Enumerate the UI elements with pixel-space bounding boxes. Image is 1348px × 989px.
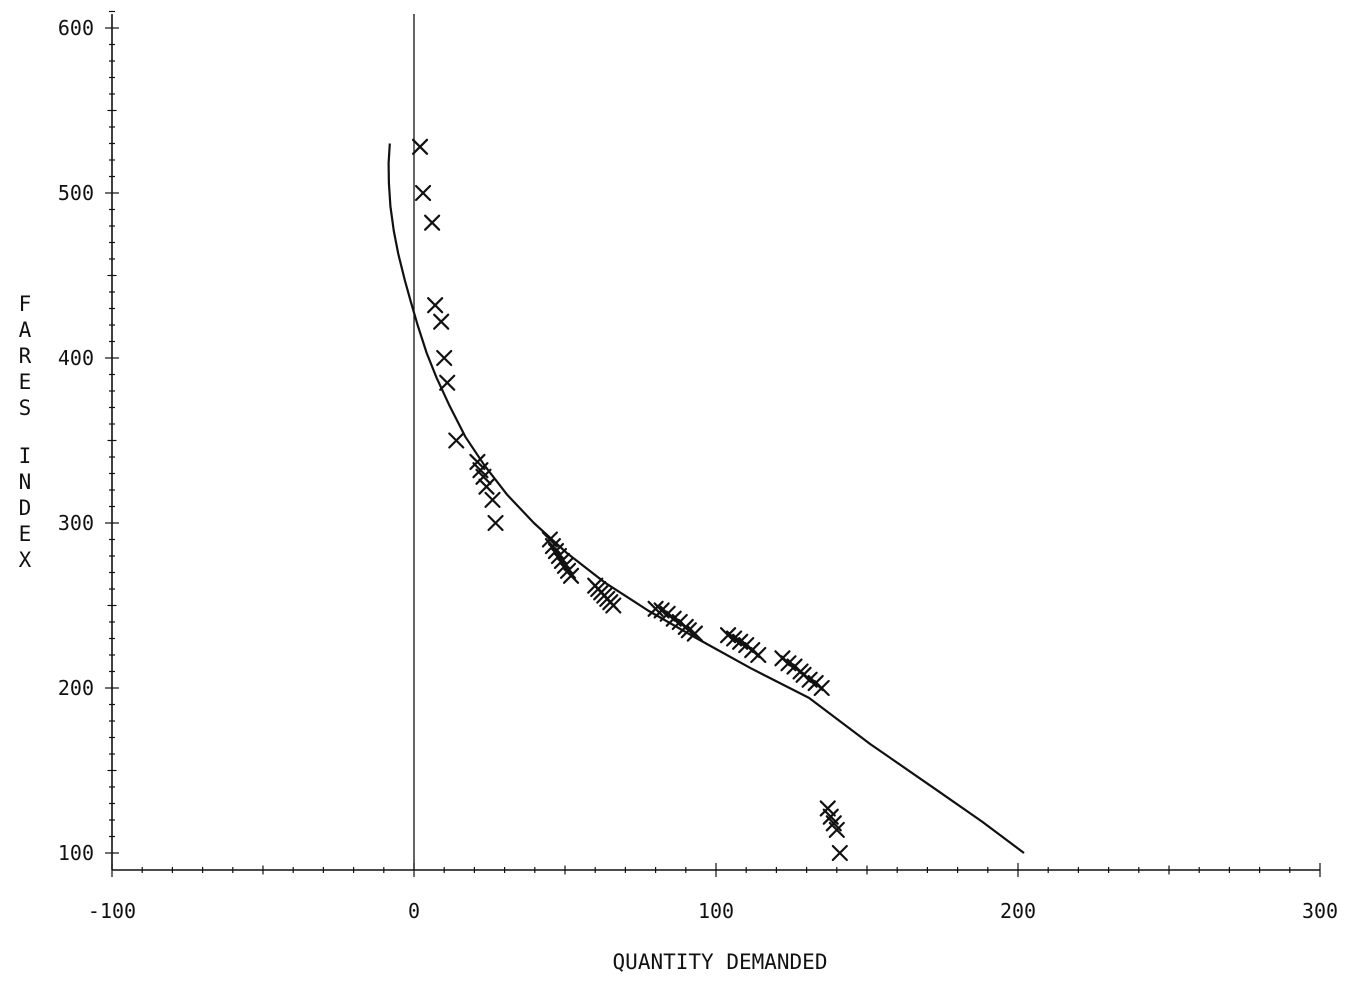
data-point-x-marker — [831, 844, 848, 862]
y-axis-title-char: S — [18, 396, 32, 420]
data-point-x-marker — [819, 800, 836, 817]
data-point-x-marker — [828, 821, 845, 838]
x-tick-label: 300 — [1302, 899, 1338, 923]
y-axis-title-char: E — [18, 370, 32, 394]
data-point-x-marker — [433, 313, 450, 330]
fitted-curve — [387, 143, 1025, 854]
data-point-x-marker — [605, 597, 622, 614]
data-point-x-marker — [414, 184, 432, 202]
data-point-x-marker — [427, 297, 444, 314]
y-tick-label: 300 — [58, 511, 94, 535]
data-point-x-marker — [484, 491, 501, 508]
data-point-x-marker — [478, 478, 495, 495]
data-point-x-marker — [475, 468, 492, 485]
x-tick-label: 200 — [1000, 899, 1036, 923]
y-axis-title-char: F — [18, 292, 32, 316]
y-axis-title-char: I — [18, 444, 32, 469]
data-point-x-marker — [750, 646, 767, 664]
data-point-x-marker — [562, 567, 580, 584]
data-point-x-marker — [686, 625, 703, 642]
y-tick-label: 600 — [58, 16, 94, 40]
y-axis-title-char: X — [18, 548, 32, 573]
x-tick-label: -100 — [88, 899, 136, 923]
y-axis-title-char: R — [18, 344, 32, 368]
data-point-x-marker — [469, 453, 486, 471]
data-point-x-marker — [439, 374, 456, 391]
y-tick-label: 200 — [58, 676, 94, 700]
x-axis-title: QUANTITY DEMANDED — [612, 950, 828, 974]
data-point-x-marker — [448, 432, 465, 449]
y-axis-title-char: E — [18, 522, 32, 547]
data-point-x-marker — [424, 214, 441, 231]
data-point-x-marker — [487, 514, 504, 532]
y-axis-title-char: D — [18, 496, 32, 521]
y-tick-label: 100 — [58, 841, 94, 865]
y-axis-title-char: A — [18, 318, 32, 342]
y-tick-label: 400 — [58, 346, 94, 370]
y-axis-title-char: N — [18, 470, 32, 495]
data-point-x-marker — [647, 600, 664, 617]
data-point-x-marker — [813, 679, 830, 697]
x-tick-label: 0 — [408, 899, 420, 923]
data-point-x-marker — [436, 349, 453, 367]
y-tick-label: 500 — [58, 181, 94, 205]
x-tick-label: 100 — [698, 899, 734, 923]
data-point-x-marker — [411, 138, 429, 155]
